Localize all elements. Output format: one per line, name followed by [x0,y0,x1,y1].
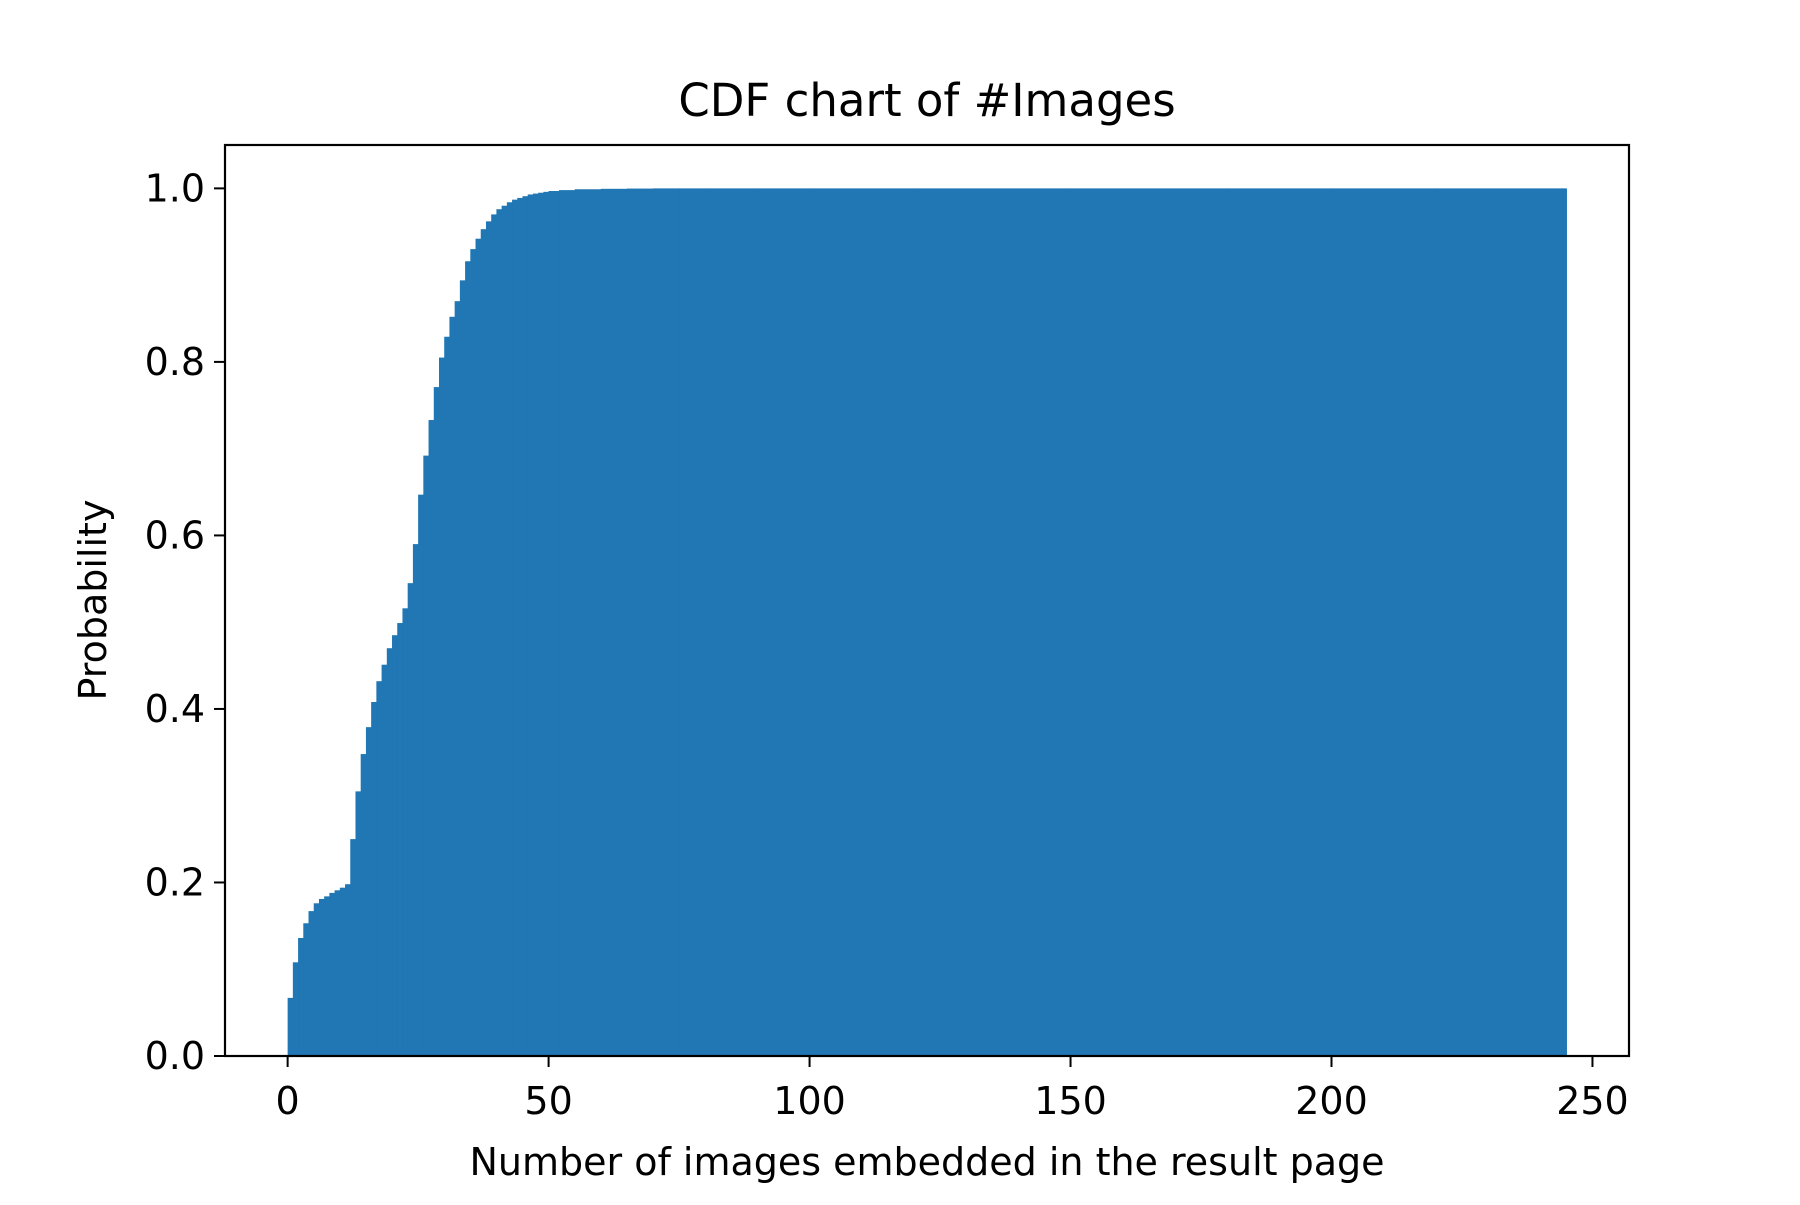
cdf-bar [652,188,680,1056]
cdf-bar [459,280,466,1056]
cdf-bar [438,357,445,1057]
x-tick-label: 100 [773,1079,846,1123]
cdf-bar [496,209,503,1057]
cdf-bar [329,892,336,1056]
y-tick-label: 1.0 [145,166,205,210]
cdf-bar [360,754,367,1056]
cdf-bar [705,188,758,1056]
x-tick-label: 50 [524,1079,572,1123]
cdf-bar [506,202,513,1056]
cdf-bar [376,681,383,1056]
cdf-bar [522,196,529,1057]
cdf-bar [809,188,915,1056]
cdf-bar [350,839,357,1056]
cdf-bar [480,229,487,1056]
cdf-bar [345,884,351,1056]
cdf-bar [355,791,362,1056]
cdf-bar [548,190,560,1056]
cdf-bar [574,189,602,1057]
cdf-bar [308,911,315,1056]
cdf-bar [313,903,320,1056]
cdf-bar [454,301,461,1057]
cdf-bar [407,583,414,1056]
y-axis-label: Probability [71,500,115,701]
cdf-bar [512,199,518,1056]
cdf-bar [543,191,550,1056]
plot-frame [223,143,1631,1058]
cdf-bar [1331,188,1437,1056]
cdf-bar [402,608,409,1056]
cdf-bar [475,238,482,1056]
cdf-bar [470,249,477,1057]
y-tick-label: 0.4 [145,687,205,731]
cdf-bar [1227,188,1333,1056]
cdf-bar [1070,188,1228,1056]
cdf-bar [287,997,294,1056]
x-axis-ticks: 0 50 100 150 200 250 [276,1056,1629,1123]
cdf-bar [444,336,451,1057]
cdf-bar [365,727,372,1056]
x-tick-label: 150 [1034,1079,1107,1123]
cdf-bar [428,420,435,1056]
cdf-bar [527,194,534,1056]
cdf-bar [386,648,393,1056]
cdf-bar [423,455,430,1056]
y-tick-label: 0.0 [145,1034,205,1078]
cdf-bar [465,261,471,1056]
cdf-bar [433,387,440,1057]
y-axis-ticks: 0.0 0.2 0.4 0.6 0.8 1.0 [145,166,225,1078]
bars-layer [287,188,1567,1057]
cdf-bar [449,316,456,1056]
cdf-bar [334,890,341,1056]
y-tick-label: 0.2 [145,860,205,904]
cdf-bar [626,188,654,1057]
x-axis-label: Number of images embedded in the result … [469,1140,1384,1184]
cdf-bar [381,664,388,1056]
cdf-bar [1561,188,1567,1056]
cdf-bar [538,192,544,1056]
cdf-bar [679,188,706,1056]
cdf-bar [600,188,628,1056]
cdf-bar [913,188,1072,1056]
cdf-bar [491,214,498,1056]
cdf-bar [559,190,576,1056]
cdf-bar [418,494,424,1056]
y-tick-label: 0.6 [145,513,205,557]
y-tick-label: 0.8 [145,340,205,384]
cdf-bar [318,898,325,1056]
cdf-bar [324,896,330,1056]
cdf-bar [371,702,377,1056]
cdf-bar [292,962,299,1056]
cdf-bar [485,221,492,1057]
cdf-bar [397,623,404,1056]
cdf-bar [392,635,398,1056]
cdf-bar [757,188,811,1056]
cdf-bar [1435,188,1562,1056]
cdf-bar [412,544,419,1056]
x-tick-label: 250 [1556,1079,1629,1123]
cdf-bar [517,197,524,1057]
cdf-bar [339,887,346,1056]
cdf-bar [303,923,310,1056]
chart-title: CDF chart of #Images [678,74,1175,127]
x-tick-label: 0 [276,1079,300,1123]
cdf-bar [532,193,539,1056]
x-tick-label: 200 [1295,1079,1368,1123]
cdf-bar [501,205,508,1056]
cdf-bar [298,938,304,1056]
